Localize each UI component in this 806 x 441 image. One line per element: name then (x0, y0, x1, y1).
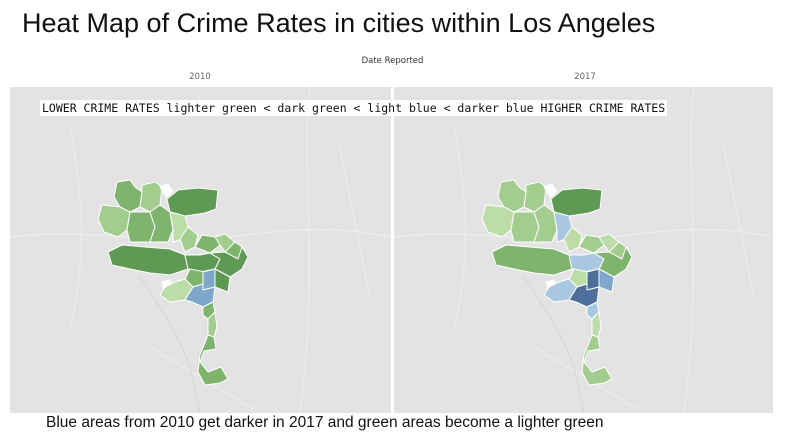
region-group-2010 (97, 179, 249, 386)
region-group-2017 (481, 179, 633, 386)
region-2017-9[interactable] (563, 226, 583, 253)
map-panel-2010[interactable] (10, 87, 391, 413)
region-2010-7[interactable] (149, 204, 174, 243)
panel-divider (391, 87, 394, 413)
map-2010[interactable] (10, 87, 391, 413)
region-2017-17[interactable] (586, 268, 600, 291)
region-2017-5[interactable] (481, 204, 515, 238)
region-2010-5[interactable] (97, 204, 131, 238)
region-2017-23[interactable] (591, 311, 602, 338)
region-2010-18[interactable] (214, 268, 231, 293)
region-2017-13[interactable] (491, 244, 573, 276)
basemap-coast (139, 276, 201, 413)
legend-note: LOWER CRIME RATES lighter green < dark g… (40, 100, 668, 116)
region-2017-7[interactable] (533, 204, 558, 243)
region-2017-3[interactable] (543, 183, 558, 198)
region-2010-13[interactable] (107, 244, 189, 276)
map-panel-2017[interactable] (394, 87, 773, 413)
region-2010-9[interactable] (179, 226, 199, 253)
region-2017-4[interactable] (550, 187, 603, 217)
year-label-2010: 2010 (189, 72, 211, 82)
map-2017[interactable] (394, 87, 773, 413)
year-label-2017: 2017 (574, 72, 596, 82)
region-2017-24[interactable] (581, 334, 613, 386)
region-2017-18[interactable] (598, 268, 615, 293)
region-2010-15[interactable] (209, 246, 249, 278)
page-title: Heat Map of Crime Rates in cities within… (22, 8, 656, 38)
basemap-coast (523, 276, 585, 413)
region-2010-23[interactable] (207, 311, 218, 338)
region-2010-24[interactable] (197, 334, 229, 386)
caption: Blue areas from 2010 get darker in 2017 … (46, 414, 604, 431)
region-2010-4[interactable] (166, 187, 219, 217)
region-2017-15[interactable] (593, 246, 633, 278)
region-2017-6[interactable] (510, 211, 540, 243)
column-header: Date Reported (361, 56, 424, 66)
region-2010-3[interactable] (159, 183, 174, 198)
region-2010-6[interactable] (126, 211, 156, 243)
region-2010-17[interactable] (202, 268, 216, 291)
